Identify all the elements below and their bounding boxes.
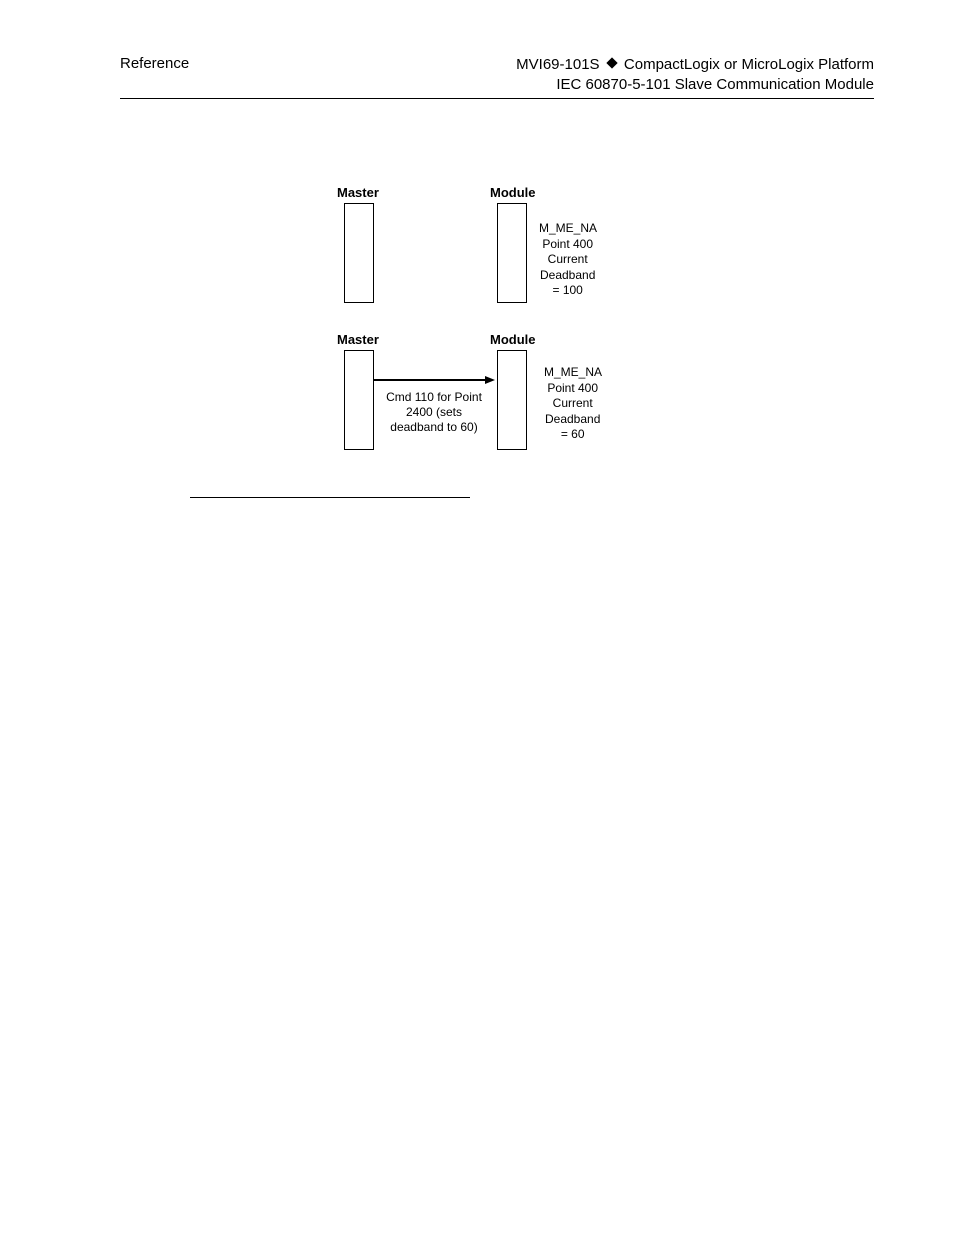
page-header: Reference MVI69-101S CompactLogix or Mic…	[120, 55, 874, 104]
arrow-head-icon	[485, 376, 495, 384]
header-right-line1: MVI69-101S CompactLogix or MicroLogix Pl…	[516, 55, 874, 75]
module-box-bottom	[497, 350, 527, 450]
annotation-bottom-line2: Current Deadband = 60	[545, 396, 600, 441]
header-rule	[120, 98, 874, 99]
annotation-top: M_ME_NA Point 400 Current Deadband = 100	[539, 221, 596, 299]
header-platform: CompactLogix or MicroLogix Platform	[624, 56, 874, 73]
module-box-top	[497, 203, 527, 303]
annotation-bottom: M_ME_NA Point 400 Current Deadband = 60	[544, 365, 601, 443]
header-model: MVI69-101S	[516, 56, 599, 73]
arrow-text-line2: 2400 (sets	[406, 405, 462, 419]
annotation-top-line2: Current Deadband = 100	[540, 252, 595, 297]
annotation-top-line1: M_ME_NA Point 400	[539, 221, 597, 251]
master-box-bottom	[344, 350, 374, 450]
module-label-top: Module	[490, 185, 536, 200]
module-label-bottom: Module	[490, 332, 536, 347]
arrow-text: Cmd 110 for Point 2400 (sets deadband to…	[377, 390, 491, 435]
arrow-line	[374, 379, 487, 381]
master-label-bottom: Master	[337, 332, 379, 347]
header-right-line2: IEC 60870-5-101 Slave Communication Modu…	[516, 75, 874, 95]
annotation-bottom-line1: M_ME_NA Point 400	[544, 365, 602, 395]
header-left-text: Reference	[120, 55, 189, 72]
master-box-top	[344, 203, 374, 303]
master-label-top: Master	[337, 185, 379, 200]
header-right-block: MVI69-101S CompactLogix or MicroLogix Pl…	[516, 55, 874, 94]
arrow-text-line3: deadband to 60)	[390, 420, 477, 434]
diamond-icon	[606, 57, 617, 68]
arrow-text-line1: Cmd 110 for Point	[386, 390, 482, 404]
body-rule	[190, 497, 470, 498]
